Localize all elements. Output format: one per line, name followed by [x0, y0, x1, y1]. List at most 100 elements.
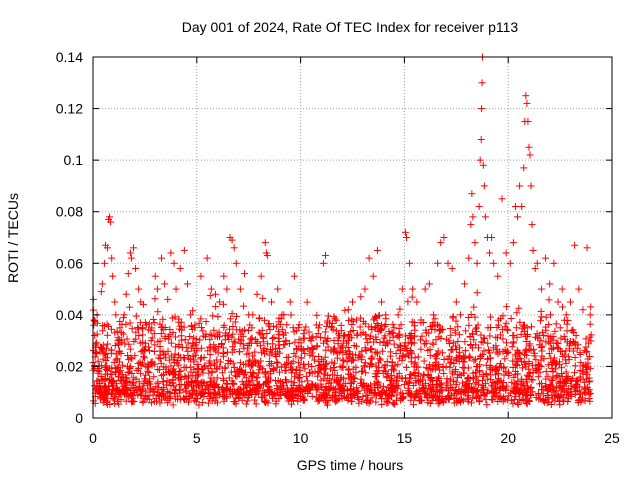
data-point [262, 368, 270, 376]
data-point [126, 345, 134, 353]
data-point [411, 322, 419, 330]
data-point [579, 306, 587, 314]
data-point [223, 285, 231, 293]
data-point [339, 362, 347, 370]
data-point [102, 357, 110, 365]
data-point [316, 333, 324, 341]
data-point [105, 386, 113, 394]
data-point [497, 395, 505, 403]
data-point [206, 394, 214, 402]
data-point [210, 359, 218, 367]
data-point [408, 318, 416, 326]
data-point [332, 316, 340, 324]
data-point [431, 326, 439, 334]
data-point [98, 375, 106, 383]
data-point [171, 385, 179, 393]
data-point [323, 359, 331, 367]
data-point [161, 354, 169, 362]
data-point [534, 334, 542, 342]
data-point [523, 391, 531, 399]
data-point [196, 336, 204, 344]
data-point [406, 331, 414, 339]
data-point [549, 332, 557, 340]
data-point [404, 298, 412, 306]
data-point [150, 348, 158, 356]
data-point [562, 311, 570, 319]
data-point [217, 358, 225, 366]
data-point [175, 368, 183, 376]
data-point [425, 392, 433, 400]
data-point [280, 382, 288, 390]
data-point [293, 345, 301, 353]
data-point [579, 362, 587, 370]
data-point [449, 370, 457, 378]
data-point [571, 362, 579, 370]
data-point [403, 364, 411, 372]
data-point [243, 397, 251, 405]
data-point [144, 392, 152, 400]
data-point [532, 394, 540, 402]
data-point [422, 379, 430, 387]
data-point [437, 239, 445, 247]
data-point [562, 347, 570, 355]
data-point [205, 343, 213, 351]
data-point [165, 356, 173, 364]
data-point [180, 323, 188, 331]
data-point [510, 332, 518, 340]
data-point [158, 396, 166, 404]
data-point [170, 354, 178, 362]
data-point [361, 344, 369, 352]
data-point [378, 298, 386, 306]
data-point [164, 295, 172, 303]
data-point [565, 353, 573, 361]
data-point [491, 366, 499, 374]
data-point [349, 298, 356, 306]
data-point [404, 339, 412, 347]
data-point [282, 360, 290, 368]
data-point [497, 377, 505, 385]
data-point [552, 320, 560, 328]
data-point [390, 340, 398, 348]
data-point [449, 314, 457, 322]
data-point [426, 351, 434, 359]
data-point [246, 362, 254, 370]
data-point [555, 398, 563, 406]
data-point [282, 366, 290, 374]
data-point [370, 316, 378, 324]
data-point [223, 387, 231, 395]
data-point [117, 367, 125, 375]
data-point [280, 331, 288, 339]
data-point [567, 390, 575, 398]
data-point [571, 369, 579, 377]
data-point [474, 380, 482, 388]
data-point [347, 385, 355, 393]
data-point [206, 351, 214, 359]
data-point [321, 353, 329, 361]
data-point [371, 389, 379, 397]
data-point [167, 352, 175, 360]
data-point [482, 370, 490, 378]
data-point [513, 399, 521, 407]
data-point [574, 399, 582, 407]
data-point [481, 213, 489, 221]
data-point [438, 349, 446, 357]
data-point [214, 313, 222, 321]
data-point [503, 347, 511, 355]
data-point [255, 390, 263, 398]
data-point [379, 347, 387, 355]
data-point [302, 372, 310, 380]
data-point [493, 345, 501, 353]
data-point [568, 327, 576, 335]
data-point [295, 336, 303, 344]
data-point [413, 387, 421, 395]
data-point [428, 380, 436, 388]
data-point [207, 374, 215, 382]
data-point [232, 312, 240, 320]
data-point [526, 151, 534, 159]
data-point [543, 399, 551, 407]
data-point [161, 334, 169, 342]
data-point [480, 385, 488, 393]
data-point [236, 285, 244, 293]
data-point [249, 361, 257, 369]
data-point [219, 386, 227, 394]
